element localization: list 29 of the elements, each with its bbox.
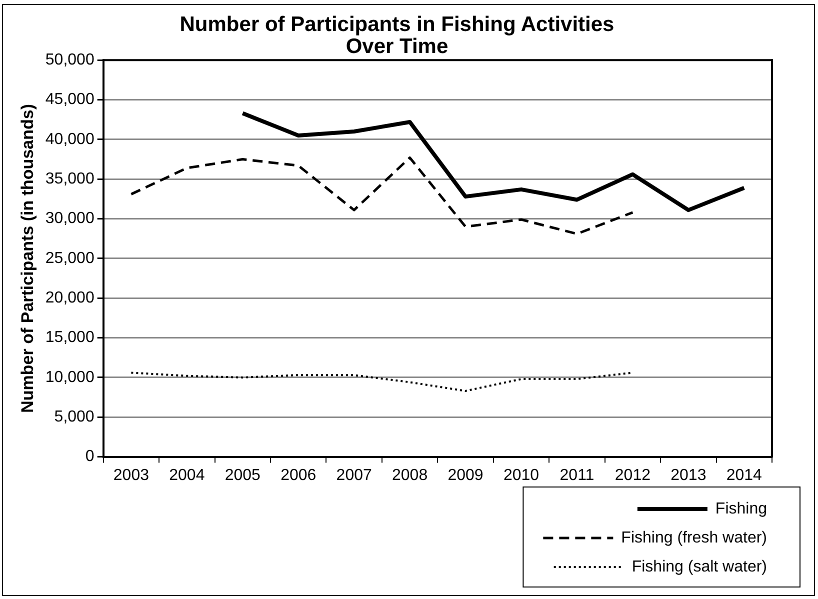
x-tick-label: 2003	[113, 466, 150, 484]
legend-label: Fishing (salt water)	[632, 558, 768, 576]
y-tick-label: 30,000	[45, 210, 94, 228]
y-tick-label: 35,000	[45, 170, 94, 188]
x-tick-label: 2004	[169, 466, 205, 484]
legend-label: Fishing (fresh water)	[621, 529, 768, 546]
x-tick-label: 2007	[336, 466, 372, 484]
chart-title: Number of Participants in Fishing Activities Over Time	[180, 12, 614, 58]
y-tick-label: 15,000	[45, 329, 94, 346]
y-tick-label: 20,000	[45, 290, 94, 307]
y-tick-label: 5,000	[54, 408, 94, 426]
y-tick-label: 40,000	[45, 130, 94, 148]
x-tick-label: 2006	[280, 466, 316, 484]
x-tick-label: 2005	[224, 466, 261, 484]
x-tick-label: 2010	[503, 466, 540, 484]
legend-label: Fishing	[715, 500, 767, 518]
x-tick-label: 2011	[560, 466, 594, 484]
x-tick-label: 2009	[448, 466, 484, 484]
y-tick-label: 0	[85, 448, 94, 466]
x-tick-label: 2012	[614, 466, 651, 484]
x-tick-label: 2013	[670, 466, 706, 484]
y-tick-label: 10,000	[45, 368, 94, 386]
y-tick-label: 45,000	[45, 91, 94, 108]
line-series	[130, 156, 634, 236]
y-axis-title: Number of Participants (in thousands)	[18, 104, 37, 413]
x-tick-label: 2008	[392, 466, 428, 484]
x-tick-label: 2014	[726, 466, 762, 484]
y-tick-label: 50,000	[45, 52, 94, 69]
y-tick-label: 25,000	[45, 250, 94, 267]
